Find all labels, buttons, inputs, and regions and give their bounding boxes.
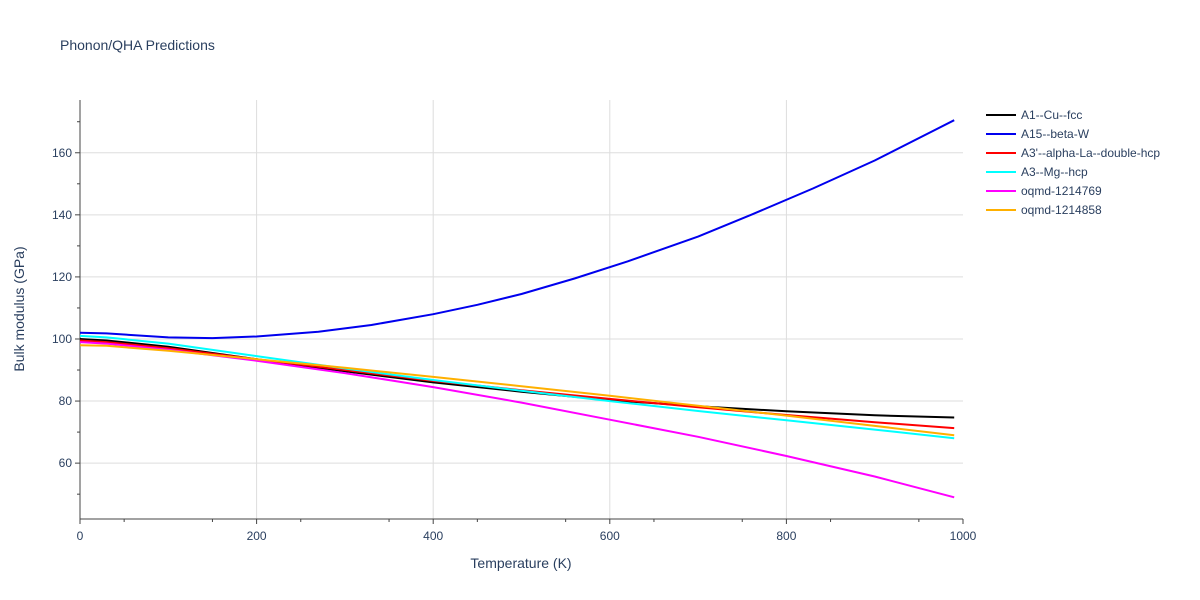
series-lines: [79, 119, 955, 499]
series-line-1[interactable]: [79, 338, 955, 419]
series-line-4[interactable]: [79, 334, 955, 440]
legend-item[interactable]: A15--beta-W: [986, 127, 1090, 141]
x-tick-label: 200: [247, 529, 267, 543]
x-tick-label: 400: [423, 529, 443, 543]
x-tick-label: 800: [776, 529, 796, 543]
axes: [75, 100, 964, 524]
legend-item[interactable]: oqmd-1214769: [986, 184, 1102, 198]
grid: [80, 100, 963, 519]
x-axis-title: Temperature (K): [470, 555, 571, 571]
y-axis-title: Bulk modulus (GPa): [11, 246, 27, 371]
y-tick-label: 120: [52, 270, 72, 284]
tick-labels: 0 200 400 600 800 1000 60 80 100 120 140 160: [52, 146, 977, 543]
legend-label: A3--Mg--hcp: [1021, 165, 1088, 179]
legend-label: A1--Cu--fcc: [1021, 108, 1082, 122]
series-line-5[interactable]: [79, 341, 955, 499]
series-line-6[interactable]: [79, 344, 955, 437]
x-tick-label: 1000: [950, 529, 977, 543]
legend-label: oqmd-1214769: [1021, 184, 1102, 198]
legend-item[interactable]: A3'--alpha-La--double-hcp: [986, 146, 1160, 160]
legend-label: oqmd-1214858: [1021, 203, 1102, 217]
legend-item[interactable]: oqmd-1214858: [986, 203, 1102, 217]
y-tick-label: 60: [59, 456, 73, 470]
y-tick-label: 160: [52, 146, 72, 160]
chart-title: Phonon/QHA Predictions: [60, 37, 215, 53]
legend[interactable]: A1--Cu--fcc A15--beta-W A3'--alpha-La--dou…: [986, 108, 1160, 217]
x-tick-label: 0: [77, 529, 84, 543]
y-tick-label: 100: [52, 332, 72, 346]
legend-item[interactable]: A3--Mg--hcp: [986, 165, 1088, 179]
series-line-2[interactable]: [79, 119, 955, 340]
legend-label: A3'--alpha-La--double-hcp: [1021, 146, 1160, 160]
legend-label: A15--beta-W: [1021, 127, 1090, 141]
y-tick-label: 80: [59, 394, 73, 408]
y-tick-label: 140: [52, 208, 72, 222]
x-tick-label: 600: [600, 529, 620, 543]
legend-item[interactable]: A1--Cu--fcc: [986, 108, 1082, 122]
